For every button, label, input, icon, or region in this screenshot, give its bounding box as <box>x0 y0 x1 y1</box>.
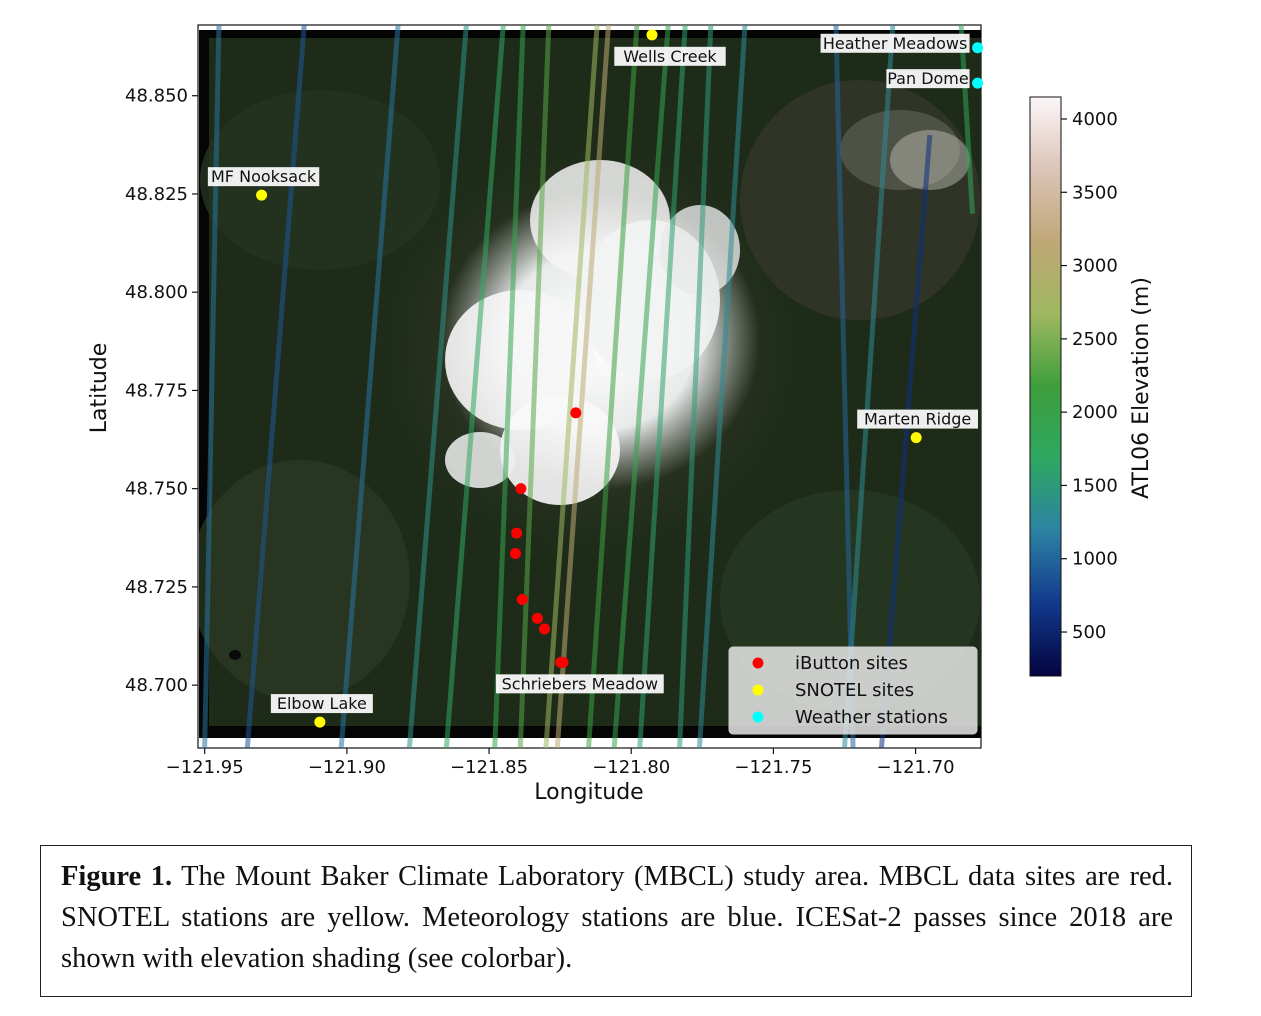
site-label-box <box>207 167 320 187</box>
snotel-sites-marker <box>256 189 268 201</box>
legend-label-ibutton: iButton sites <box>795 653 908 674</box>
icesat2-ground-tracks <box>202 25 975 748</box>
ground-track <box>543 25 600 748</box>
y-tick-label: 48.850 <box>125 86 188 107</box>
figure-caption: Figure 1. The Mount Baker Climate Labora… <box>40 845 1192 997</box>
ground-track <box>611 25 671 748</box>
colorbar-tick-label: 4000 <box>1072 109 1118 130</box>
x-tick-label: −121.85 <box>450 757 528 778</box>
ground-track <box>696 25 748 748</box>
y-axis: 48.700 48.725 48.750 48.775 48.800 48.825 48.8… <box>125 86 198 696</box>
site-label: MF Nooksack <box>211 167 317 186</box>
weather-stations-marker <box>972 77 984 89</box>
snotel-sites-marker <box>646 29 658 41</box>
snotel-sites-marker <box>314 716 326 728</box>
snotel-sites-marker <box>910 432 922 444</box>
ibutton-sites-marker <box>570 407 582 419</box>
site-label: Schriebers Meadow <box>502 674 658 693</box>
ground-track <box>492 25 526 748</box>
colorbar: 500 1000 1500 2000 2500 3000 3500 4000 ATL06 El… <box>1029 96 1154 677</box>
site-label: Elbow Lake <box>277 694 367 713</box>
y-tick-label: 48.725 <box>125 577 188 598</box>
legend-box <box>728 646 978 735</box>
colorbar-title: ATL06 Elevation (m) <box>1129 277 1154 499</box>
colorbar-ticks: 500 1000 1500 2000 2500 3000 3500 4000 <box>1061 109 1118 643</box>
site-label-box <box>886 69 970 89</box>
ground-track <box>244 25 307 748</box>
ground-track <box>338 25 401 748</box>
ground-track <box>677 25 714 748</box>
ibutton-sites-marker <box>509 547 521 559</box>
x-axis-title: Longitude <box>534 780 643 805</box>
ibutton-sites-marker <box>531 612 543 624</box>
legend-marker-ibutton <box>752 657 764 669</box>
ground-track <box>406 25 469 748</box>
colorbar-tick-label: 3500 <box>1072 182 1118 203</box>
ibutton-sites-marker <box>539 623 551 635</box>
legend-marker-snotel <box>752 684 764 696</box>
colorbar-tick-label: 1000 <box>1072 549 1118 570</box>
x-tick-label: −121.75 <box>734 757 812 778</box>
x-tick-label: −121.90 <box>308 757 386 778</box>
colorbar-tick-label: 1500 <box>1072 475 1118 496</box>
caption-body: The Mount Baker Climate Laboratory (MBCL… <box>61 861 1173 974</box>
site-label-box <box>270 694 373 714</box>
y-axis-title: Latitude <box>87 343 112 434</box>
site-label: Marten Ridge <box>864 410 971 429</box>
caption-label: Figure 1. <box>61 861 173 892</box>
site-markers <box>256 29 984 728</box>
colorbar-tick-label: 3000 <box>1072 256 1118 277</box>
y-tick-label: 48.750 <box>125 479 188 500</box>
ground-track <box>586 25 640 748</box>
colorbar-tick-label: 500 <box>1072 622 1106 643</box>
ground-track <box>202 25 222 748</box>
x-tick-label: −121.70 <box>877 757 955 778</box>
ground-track <box>958 25 975 214</box>
site-label: Pan Dome <box>887 69 969 88</box>
figure: −121.95 −121.90 −121.85 −121.80 −121.75 −121.… <box>87 24 1154 805</box>
colorbar-tick-label: 2500 <box>1072 329 1118 350</box>
legend-label-weather: Weather stations <box>795 707 948 728</box>
x-axis: −121.95 −121.90 −121.85 −121.80 −121.75 −121.… <box>166 748 955 778</box>
ground-track <box>443 25 506 748</box>
site-labels: Wells Creek Heather Meadows Pan Dome MF Noo… <box>207 33 978 714</box>
legend-marker-weather <box>752 711 764 723</box>
weather-stations-marker <box>972 42 984 54</box>
ground-track <box>554 25 611 748</box>
site-label: Heather Meadows <box>823 34 967 53</box>
site-label-box <box>820 33 970 53</box>
y-tick-label: 48.800 <box>125 282 188 303</box>
site-label: Wells Creek <box>623 47 717 66</box>
legend-label-snotel: SNOTEL sites <box>795 680 914 701</box>
ibutton-sites-marker <box>511 527 523 539</box>
site-label-box <box>495 674 664 694</box>
ibutton-sites-marker <box>516 593 528 605</box>
y-tick-label: 48.775 <box>125 380 188 401</box>
ibutton-sites-marker <box>515 483 527 495</box>
y-tick-label: 48.700 <box>125 675 188 696</box>
colorbar-ramp <box>1029 96 1062 677</box>
y-tick-label: 48.825 <box>125 184 188 205</box>
ground-track <box>517 25 552 748</box>
colorbar-tick-label: 2000 <box>1072 402 1118 423</box>
x-tick-label: −121.80 <box>592 757 670 778</box>
ground-track <box>878 134 933 748</box>
caption-text: Figure 1. The Mount Baker Climate Labora… <box>61 856 1173 979</box>
legend: iButton sites SNOTEL sites Weather stati… <box>728 646 978 735</box>
x-tick-label: −121.95 <box>166 757 244 778</box>
ibutton-sites-marker <box>557 656 569 668</box>
site-label-box <box>614 46 726 66</box>
ground-track <box>833 25 856 748</box>
site-label-box <box>857 409 978 429</box>
ground-track <box>637 25 688 748</box>
